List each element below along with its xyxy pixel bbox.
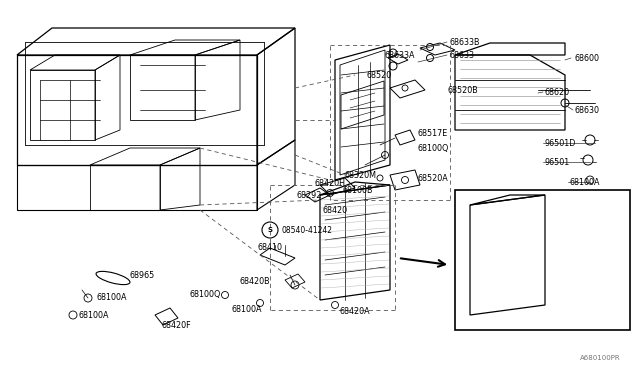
- Text: 68520A: 68520A: [418, 173, 449, 183]
- Text: 68100Q: 68100Q: [190, 291, 221, 299]
- Text: 68320M: 68320M: [345, 170, 377, 180]
- Text: 96501D: 96501D: [545, 138, 577, 148]
- Text: 68420F: 68420F: [162, 321, 191, 330]
- Text: 68630: 68630: [575, 106, 600, 115]
- Text: 68420: 68420: [478, 311, 503, 320]
- Bar: [455, 190, 630, 330]
- Text: 68100A: 68100A: [570, 177, 600, 186]
- Text: 68100A: 68100A: [232, 305, 262, 314]
- Text: 68517E: 68517E: [418, 128, 448, 138]
- Text: 68600: 68600: [575, 54, 600, 62]
- Text: 68100B: 68100B: [343, 186, 374, 195]
- Text: 68420H: 68420H: [315, 179, 346, 187]
- Text: 68620: 68620: [545, 87, 570, 96]
- Text: 68100A: 68100A: [96, 294, 127, 302]
- Text: 68965: 68965: [130, 270, 156, 279]
- Text: 68520: 68520: [367, 71, 392, 80]
- Text: 68100Q: 68100Q: [418, 144, 449, 153]
- Text: 68100A: 68100A: [78, 311, 109, 320]
- Text: 68420: 68420: [323, 205, 348, 215]
- Text: 96501: 96501: [545, 157, 570, 167]
- Text: 68520B: 68520B: [448, 86, 479, 94]
- Text: 68633B: 68633B: [450, 38, 481, 46]
- Text: 08540-41242: 08540-41242: [282, 225, 333, 234]
- Text: 68292: 68292: [297, 190, 323, 199]
- Text: 68410: 68410: [258, 244, 283, 253]
- Text: 68420B: 68420B: [240, 278, 271, 286]
- Text: C: C: [458, 192, 467, 205]
- Text: A680100PR: A680100PR: [580, 355, 621, 361]
- Text: 68420A: 68420A: [340, 308, 371, 317]
- Text: 68633A: 68633A: [385, 51, 415, 60]
- Text: 68633: 68633: [450, 51, 475, 60]
- Text: S: S: [268, 227, 273, 233]
- Text: 68100A: 68100A: [570, 192, 600, 202]
